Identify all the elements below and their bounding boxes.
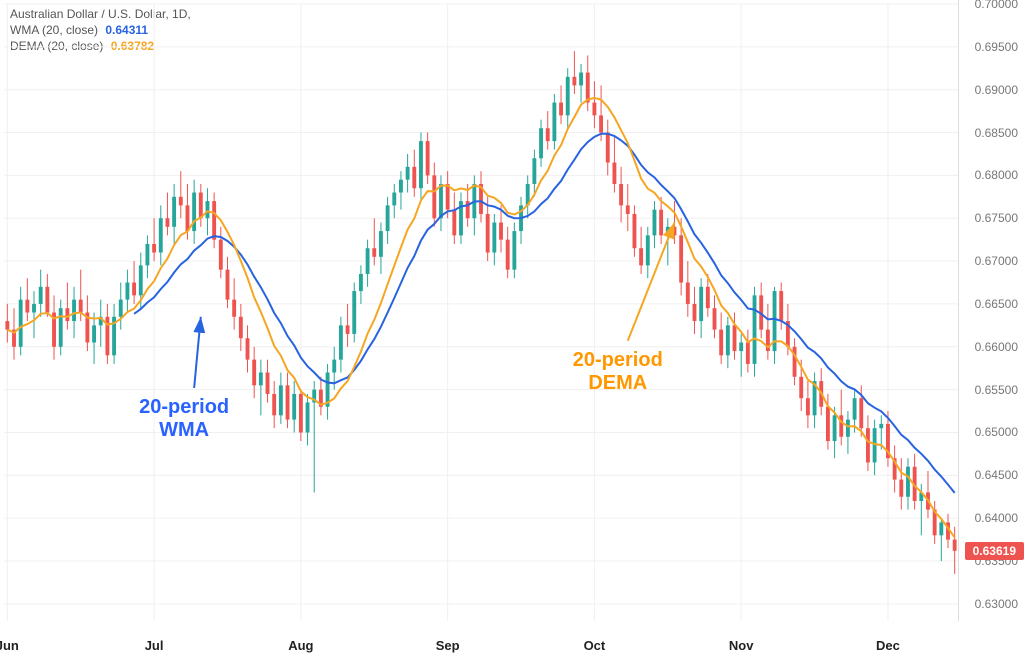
dema-line [7,98,954,538]
y-tick-label: 0.64000 [975,511,1018,525]
x-tick-label: Jun [0,638,19,653]
y-tick-label: 0.63000 [975,597,1018,611]
dema-annotation: 20-period DEMA [573,349,663,395]
wma-line [134,134,955,493]
y-tick-label: 0.69000 [975,83,1018,97]
y-tick-label: 0.66500 [975,297,1018,311]
y-tick-label: 0.64500 [975,468,1018,482]
y-tick-label: 0.68500 [975,126,1018,140]
y-tick-label: 0.66000 [975,340,1018,354]
y-tick-label: 0.70000 [975,0,1018,11]
price-chart[interactable]: Australian Dollar / U.S. Dollar, 1D, WMA… [0,0,1024,661]
wma-annotation: 20-period WMA [139,396,229,442]
x-tick-label: Jul [145,638,164,653]
last-price-tag: 0.63619 [965,542,1024,560]
x-tick-label: Dec [876,638,900,653]
x-tick-label: Oct [584,638,606,653]
y-tick-label: 0.67000 [975,254,1018,268]
y-tick-label: 0.69500 [975,40,1018,54]
x-tick-label: Nov [729,638,754,653]
y-tick-label: 0.68000 [975,168,1018,182]
y-tick-label: 0.65500 [975,383,1018,397]
chart-plot[interactable] [0,0,1024,661]
x-tick-label: Sep [436,638,460,653]
x-tick-label: Aug [288,638,313,653]
y-tick-label: 0.65000 [975,425,1018,439]
y-tick-label: 0.67500 [975,211,1018,225]
